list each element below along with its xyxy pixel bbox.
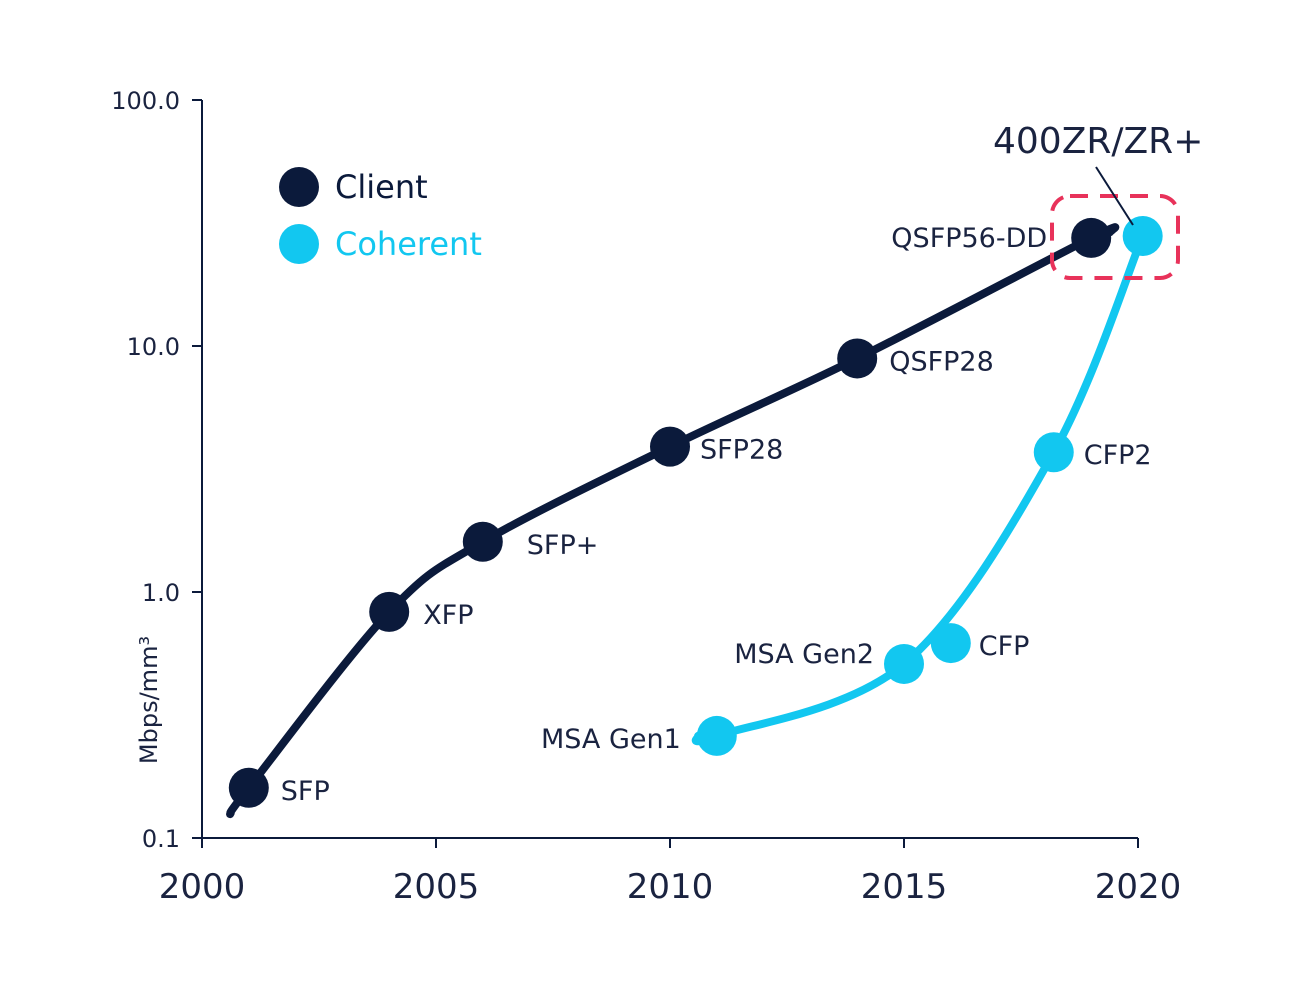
series-points: [228, 215, 1163, 808]
annotation-400zr: 400ZR/ZR+: [993, 121, 1203, 280]
data-point-client: [837, 338, 878, 379]
legend-marker-client: [279, 167, 319, 207]
data-point-coherent: [884, 643, 924, 684]
y-tick-label: 100.0: [111, 87, 180, 115]
data-point-label: CFP2: [1084, 440, 1152, 471]
x-tick-label: 2015: [861, 867, 948, 907]
data-point-label: QSFP56-DD: [891, 223, 1047, 254]
y-axis-label: Mbps/mm³: [135, 636, 163, 764]
data-point-client: [228, 767, 269, 808]
legend-label-client: Client: [335, 168, 428, 206]
point-labels: SFP XFP SFP+ SFP28 QSFP28 QSFP56-DD MSA Gen1 MS…: [281, 223, 1152, 807]
data-point-client: [462, 521, 503, 562]
data-point-label: MSA Gen1: [541, 724, 681, 755]
legend-label-coherent: Coherent: [335, 225, 482, 263]
data-point-label: SFP+: [527, 530, 599, 561]
data-point-label: QSFP28: [889, 346, 994, 377]
data-point-coherent: [1033, 432, 1074, 473]
axes: [192, 99, 1139, 848]
y-tick-labels: 0.1 1.0 10.0 100.0: [111, 87, 180, 853]
legend-marker-coherent: [279, 224, 319, 264]
x-tick-labels: 2000 2005 2010 2015 2020: [159, 867, 1182, 907]
x-tick-label: 2005: [393, 867, 480, 907]
data-point-coherent: [930, 623, 971, 664]
x-tick-label: 2000: [159, 867, 246, 907]
data-point-coherent: [696, 715, 737, 756]
y-tick-label: 10.0: [127, 333, 180, 361]
series-line-client: [226, 223, 1120, 819]
y-tick-label: 0.1: [142, 825, 180, 853]
data-point-client: [369, 591, 410, 632]
data-point-label: XFP: [423, 600, 473, 631]
x-tick-label: 2010: [627, 867, 714, 907]
x-tick-label: 2020: [1095, 867, 1182, 907]
y-tick-label: 1.0: [142, 579, 180, 607]
data-point-label: SFP28: [700, 435, 783, 466]
legend: Client Coherent: [279, 167, 482, 264]
data-point-label: SFP: [281, 776, 330, 807]
data-point-label: CFP: [979, 631, 1030, 662]
series-lines: [226, 223, 1147, 819]
annotation-text: 400ZR/ZR+: [993, 121, 1203, 162]
data-point-label: MSA Gen2: [734, 639, 874, 670]
data-point-client: [650, 426, 690, 467]
annotation-leader-line: [1095, 166, 1134, 226]
data-point-coherent: [1122, 215, 1163, 256]
data-point-client: [1071, 217, 1112, 258]
